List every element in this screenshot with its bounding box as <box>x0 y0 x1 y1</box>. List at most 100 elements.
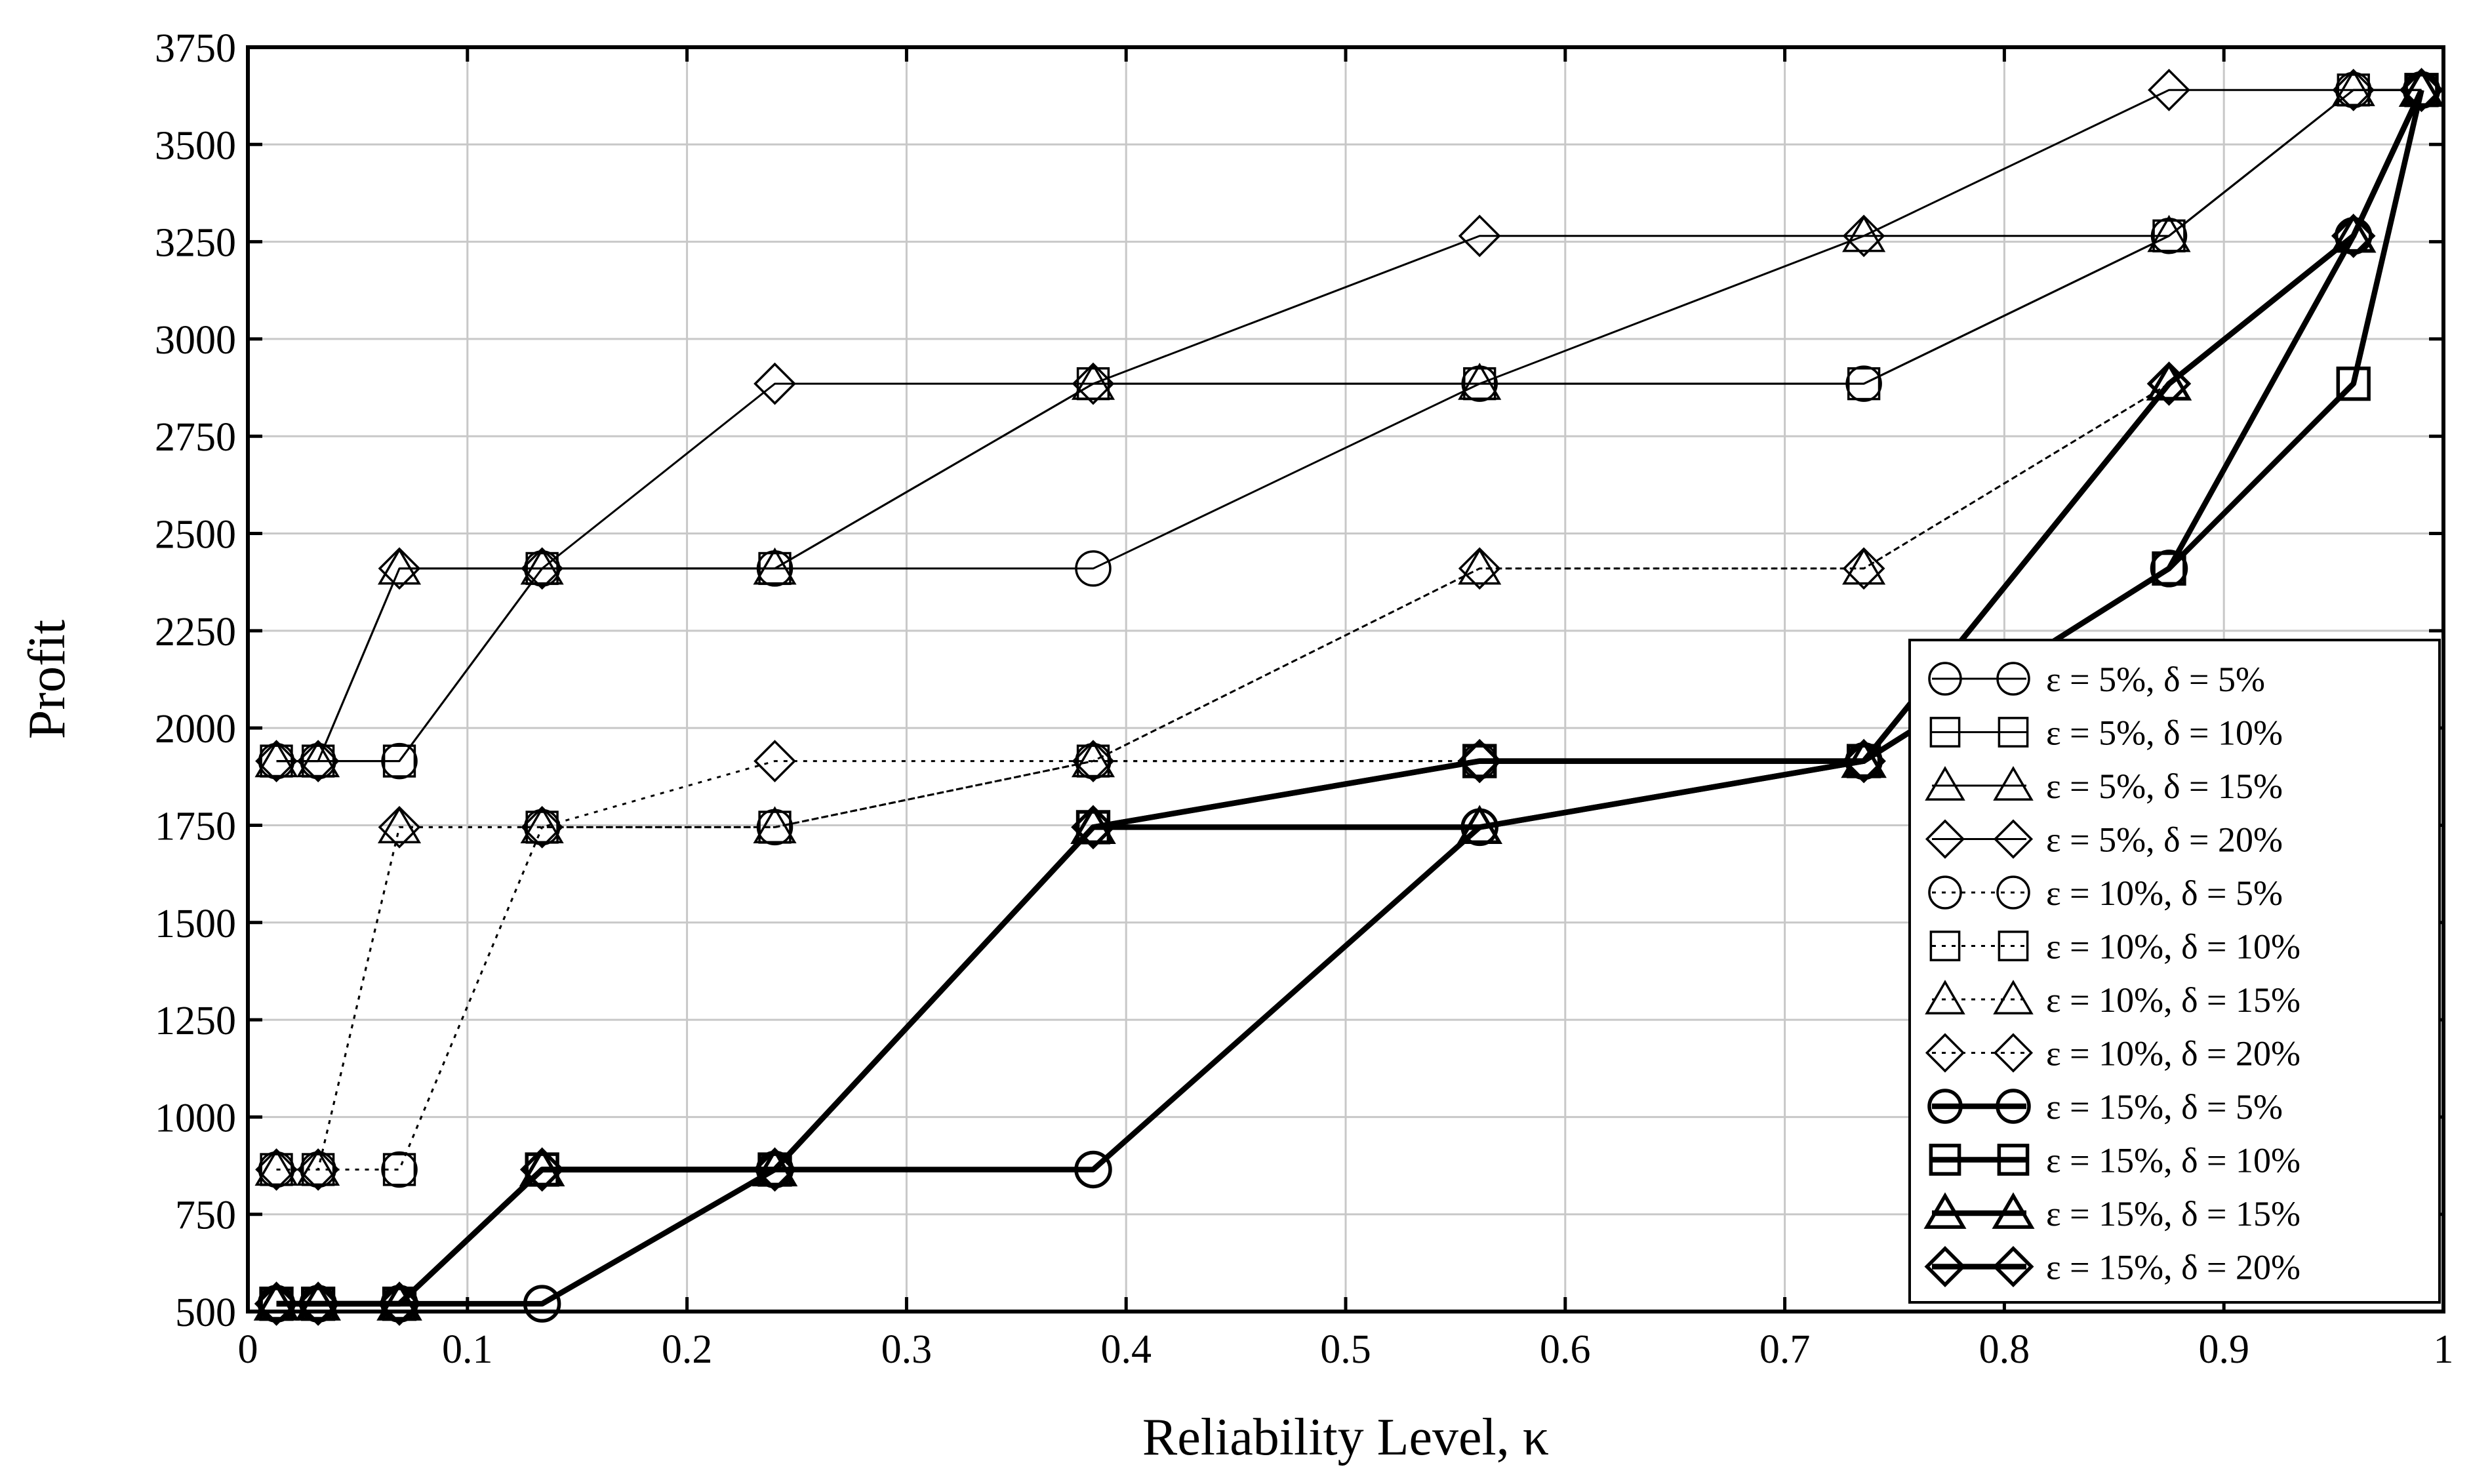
legend-item: ε = 15%, δ = 10% <box>1929 1141 2300 1180</box>
triangle-marker <box>1993 980 2034 1014</box>
triangle-marker <box>1923 1192 1967 1229</box>
circle-marker <box>1996 875 2030 910</box>
x-tick-label: 0.4 <box>1100 1327 1152 1372</box>
diamond-marker <box>2146 361 2192 406</box>
legend-label: ε = 15%, δ = 20% <box>2046 1248 2300 1287</box>
x-tick-label: 0.8 <box>1979 1327 2030 1372</box>
square-marker <box>1929 931 1961 961</box>
diamond-marker <box>296 740 340 782</box>
circle-marker <box>1928 662 1962 696</box>
circle-marker <box>1927 1089 1963 1124</box>
y-tick-label: 1250 <box>155 999 236 1043</box>
triangle-marker <box>1071 740 1115 778</box>
triangle-marker <box>1456 805 1503 845</box>
diamond-marker <box>377 1281 422 1326</box>
triangle-marker <box>1925 766 1965 801</box>
triangle-marker <box>1925 980 1965 1014</box>
legend-item: ε = 10%, δ = 10% <box>1929 927 2300 967</box>
y-tick-label: 2500 <box>155 513 236 557</box>
series-layer <box>253 68 2445 1326</box>
legend-item: ε = 10%, δ = 5% <box>1928 873 2283 913</box>
x-tick-label: 0.5 <box>1320 1327 1371 1372</box>
legend-label: ε = 15%, δ = 15% <box>2046 1194 2300 1233</box>
legend-item: ε = 10%, δ = 20% <box>1925 1033 2300 1073</box>
diamond-marker <box>2148 68 2190 111</box>
legend-item: ε = 15%, δ = 5% <box>1927 1087 2283 1127</box>
diamond-marker <box>254 1281 299 1326</box>
diamond-marker <box>1458 547 1501 590</box>
diamond-marker <box>1993 1033 2034 1073</box>
diamond-marker <box>255 740 298 782</box>
square-marker <box>1997 1144 2030 1176</box>
circle-marker <box>1074 1150 1112 1189</box>
series-12 <box>254 68 2444 1326</box>
diamond-marker <box>521 547 564 590</box>
triangle-marker <box>1992 1192 2035 1229</box>
diamond-marker <box>1992 1246 2034 1287</box>
legend-label: ε = 10%, δ = 10% <box>2046 927 2300 967</box>
y-tick-label: 2000 <box>155 707 236 752</box>
legend-label: ε = 5%, δ = 15% <box>2046 767 2283 806</box>
circle-marker <box>381 1151 418 1188</box>
diamond-marker <box>753 362 796 405</box>
legend-item: ε = 5%, δ = 10% <box>1929 713 2283 753</box>
y-tick-label: 3000 <box>155 318 236 363</box>
y-tick-label: 750 <box>175 1193 236 1238</box>
diamond-marker <box>1071 805 1115 850</box>
diamond-marker <box>1458 214 1501 258</box>
triangle-marker <box>2398 68 2445 107</box>
square-marker <box>382 744 416 778</box>
series-4 <box>255 68 2443 782</box>
square-marker <box>1847 367 1881 401</box>
axis-ticks: 0 0.1 0.2 0.3 0.4 0.5 0.6 0.7 0.8 0.9 150075010001… <box>155 26 2454 1372</box>
triangle-marker <box>753 547 797 585</box>
x-tick-label: 0.2 <box>662 1327 713 1372</box>
circle-marker <box>1075 550 1112 587</box>
legend-item: ε = 15%, δ = 20% <box>1924 1246 2300 1287</box>
legend-label: ε = 5%, δ = 10% <box>2046 713 2283 753</box>
triangle-marker <box>1458 363 1502 400</box>
diamond-marker <box>1841 738 1886 784</box>
diamond-marker <box>521 806 564 849</box>
series-line <box>276 89 2422 1171</box>
y-tick-label: 2750 <box>155 415 236 460</box>
triangle-marker <box>753 806 797 844</box>
legend-item: ε = 15%, δ = 15% <box>1923 1192 2300 1233</box>
triangle-marker <box>2147 214 2191 252</box>
triangle-marker <box>1071 363 1115 400</box>
triangle-marker <box>296 1148 340 1186</box>
legend-label: ε = 5%, δ = 5% <box>2046 660 2265 699</box>
triangle-marker <box>2146 361 2192 401</box>
x-tick-label: 1 <box>2434 1327 2454 1372</box>
diamond-marker <box>1925 819 1965 859</box>
diamond-marker <box>519 1147 565 1192</box>
y-tick-label: 3500 <box>155 123 236 168</box>
x-tick-label: 0.1 <box>442 1327 493 1372</box>
legend-label: ε = 10%, δ = 15% <box>2046 980 2300 1020</box>
legend-label: ε = 15%, δ = 10% <box>2046 1141 2300 1180</box>
circle-marker <box>1996 1089 2031 1124</box>
diamond-marker <box>1925 1033 1965 1073</box>
square-marker <box>1929 717 1961 748</box>
y-tick-label: 3250 <box>155 221 236 266</box>
diamond-marker <box>296 1148 340 1191</box>
triangle-marker <box>2330 213 2377 253</box>
diamond-marker <box>1072 362 1115 405</box>
diamond-marker <box>1924 1246 1966 1287</box>
y-tick-label: 1000 <box>155 1096 236 1140</box>
triangle-marker <box>1842 214 1886 252</box>
legend-label: ε = 10%, δ = 20% <box>2046 1034 2300 1073</box>
circle-marker <box>1996 662 2030 696</box>
triangle-marker <box>254 1148 298 1186</box>
diamond-marker <box>753 740 796 782</box>
diamond-marker <box>255 1148 298 1191</box>
legend: ε = 5%, δ = 5% ε = 5%, δ = 10% ε = 5%, δ =… <box>1908 639 2441 1304</box>
diamond-marker <box>752 1147 797 1192</box>
diamond-marker <box>296 1281 340 1326</box>
square-marker <box>1998 717 2029 748</box>
x-tick-label: 0.7 <box>1759 1327 1811 1372</box>
x-tick-label: 0.9 <box>2198 1327 2249 1372</box>
y-tick-label: 1750 <box>155 804 236 849</box>
triangle-marker <box>1993 766 2034 801</box>
diamond-marker <box>1457 738 1502 784</box>
